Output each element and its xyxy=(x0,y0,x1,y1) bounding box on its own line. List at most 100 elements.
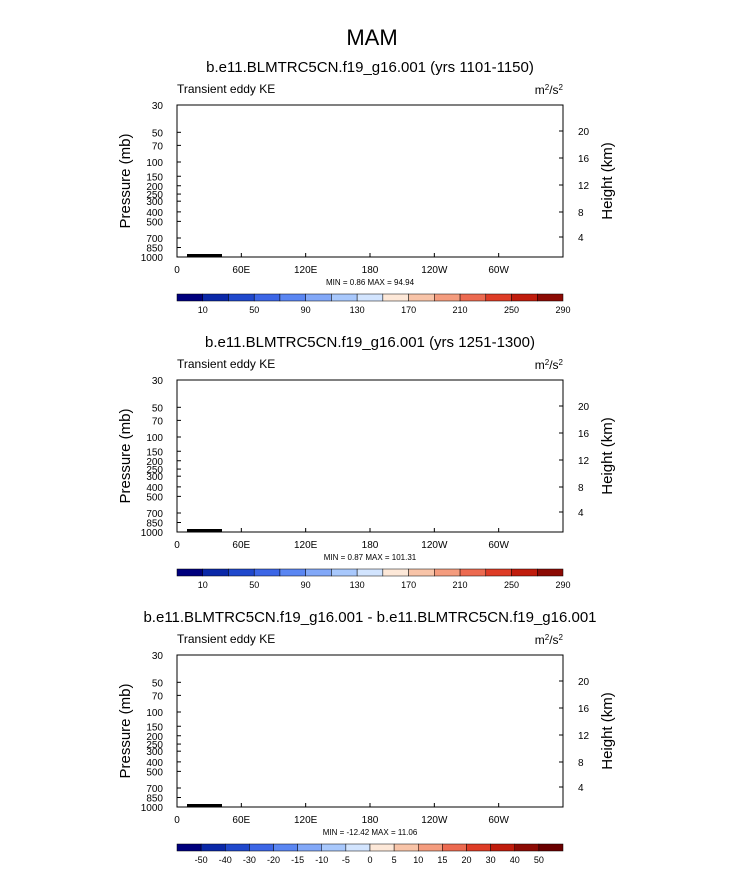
field-label: Transient eddy KE xyxy=(177,357,275,371)
field-label: Transient eddy KE xyxy=(177,82,275,96)
height-tick-label: 16 xyxy=(578,429,590,440)
colorbar-swatch xyxy=(253,568,281,577)
colorbar-label: 290 xyxy=(555,305,570,315)
colorbar: -50 -40 -30 -20 -15 -10 -5 0 5 10 15 20 30 40 50 xyxy=(176,843,564,865)
longitude-axis: 0 60E 120E 180 120W 60W xyxy=(174,253,510,276)
y2-axis-label: Height (km) xyxy=(599,142,616,220)
pressure-tick-label: 100 xyxy=(146,158,163,169)
pressure-tick-label: 1000 xyxy=(141,528,164,539)
plot-frame xyxy=(176,104,564,258)
colorbar-swatch xyxy=(393,843,419,852)
longitude-tick-label: 120E xyxy=(294,815,318,826)
units-mid: /s xyxy=(549,83,558,97)
colorbar-swatch xyxy=(442,843,467,852)
colorbar-swatch xyxy=(485,568,512,577)
y-axis-label: Pressure (mb) xyxy=(117,408,134,503)
pressure-tick-label: 1000 xyxy=(141,253,164,264)
height-tick-label: 12 xyxy=(578,731,590,742)
colorbar-swatch xyxy=(418,843,443,852)
contour-level-1 xyxy=(177,655,563,807)
colorbar-label: 30 xyxy=(486,855,496,865)
panel-title: b.e11.BLMTRC5CN.f19_g16.001 (yrs 1101-11… xyxy=(206,59,534,76)
colorbar-swatch xyxy=(249,843,274,852)
colorbar-label: -10 xyxy=(315,855,328,865)
height-tick-label: 8 xyxy=(578,758,584,769)
colorbar-label: 90 xyxy=(301,580,311,590)
colorbar-label: 130 xyxy=(350,580,365,590)
colorbar-label: -20 xyxy=(267,855,280,865)
longitude-tick-label: 180 xyxy=(362,265,379,276)
pressure-tick-label: 150 xyxy=(146,447,163,458)
pressure-tick-label: 700 xyxy=(146,784,163,795)
colorbar-label: -40 xyxy=(219,855,232,865)
contour-level-2 xyxy=(245,709,409,729)
colorbar-label: 210 xyxy=(453,305,468,315)
longitude-tick-label: 60W xyxy=(488,265,509,276)
y-axis-label: Pressure (mb) xyxy=(117,683,134,778)
height-axis: 20 16 12 8 4 xyxy=(559,127,590,244)
pressure-tick-label: 850 xyxy=(146,244,163,255)
pressure-tick-label: 50 xyxy=(152,678,164,689)
y2-axis-label: Height (km) xyxy=(599,692,616,770)
height-axis: 20 16 12 8 4 xyxy=(559,402,590,519)
height-tick-label: 12 xyxy=(578,456,590,467)
y-axis-label: Pressure (mb) xyxy=(117,133,134,228)
colorbar-swatch xyxy=(511,293,538,302)
colorbar-label: 5 xyxy=(392,855,397,865)
pressure-tick-label: 100 xyxy=(146,433,163,444)
colorbar-label: 290 xyxy=(555,580,570,590)
pressure-tick-label: 500 xyxy=(146,767,163,778)
height-tick-label: 16 xyxy=(578,704,590,715)
colorbar-swatch xyxy=(511,568,538,577)
height-tick-label: 8 xyxy=(578,208,584,219)
panel-2: b.e11.BLMTRC5CN.f19_g16.001 (yrs 1251-13… xyxy=(117,334,616,590)
contour-level-2 xyxy=(177,429,563,502)
colorbar-swatch xyxy=(279,293,306,302)
contour-level-3 xyxy=(422,740,467,761)
colorbar-label: 50 xyxy=(249,580,259,590)
pressure-tick-label: 300 xyxy=(146,472,163,483)
colorbar-swatch xyxy=(356,568,384,577)
colorbar-swatch xyxy=(305,293,332,302)
panel-title: b.e11.BLMTRC5CN.f19_g16.001 - b.e11.BLMT… xyxy=(143,609,596,626)
height-tick-label: 20 xyxy=(578,677,590,688)
pressure-tick-label: 250 xyxy=(146,465,163,476)
pressure-tick-label: 700 xyxy=(146,509,163,520)
topography xyxy=(187,254,222,257)
longitude-tick-label: 180 xyxy=(362,540,379,551)
panel-title: b.e11.BLMTRC5CN.f19_g16.001 (yrs 1251-13… xyxy=(205,334,535,351)
contour-level-5 xyxy=(281,721,300,723)
contour-level-0 xyxy=(177,655,563,807)
colorbar-swatch xyxy=(176,568,203,577)
contour-level-0 xyxy=(177,380,563,532)
pressure-tick-label: 50 xyxy=(152,128,164,139)
colorbar-swatch xyxy=(228,568,255,577)
units-sup2: 2 xyxy=(559,83,564,92)
colorbar-swatch xyxy=(345,843,371,852)
pressure-tick-label: 30 xyxy=(152,101,164,112)
colorbar-swatch xyxy=(202,293,229,302)
colorbar-swatch xyxy=(331,293,358,302)
units-sup: 2 xyxy=(545,633,550,642)
colorbar-swatch xyxy=(514,843,540,852)
units-base: m xyxy=(535,358,545,372)
units-sup: 2 xyxy=(545,83,550,92)
pressure-tick-label: 150 xyxy=(146,172,163,183)
pressure-tick-label: 500 xyxy=(146,217,163,228)
plot-frame xyxy=(176,654,564,808)
colorbar-swatch xyxy=(490,843,515,852)
pressure-tick-label: 200 xyxy=(146,457,163,468)
contour-level-0 xyxy=(177,105,563,257)
colorbar-swatch xyxy=(279,568,306,577)
pressure-tick-label: 70 xyxy=(152,416,164,427)
pressure-tick-label: 700 xyxy=(146,234,163,245)
height-tick-label: 4 xyxy=(578,783,584,794)
min-max-label: MIN = -12.42 MAX = 11.06 xyxy=(323,828,418,837)
colorbar-swatch xyxy=(537,568,564,577)
colorbar-label: 170 xyxy=(401,580,416,590)
contour-level-1 xyxy=(177,401,563,525)
colorbar-swatch xyxy=(356,293,384,302)
contour-field xyxy=(177,105,563,257)
topography xyxy=(187,529,222,532)
contour-level-5 xyxy=(378,455,476,476)
